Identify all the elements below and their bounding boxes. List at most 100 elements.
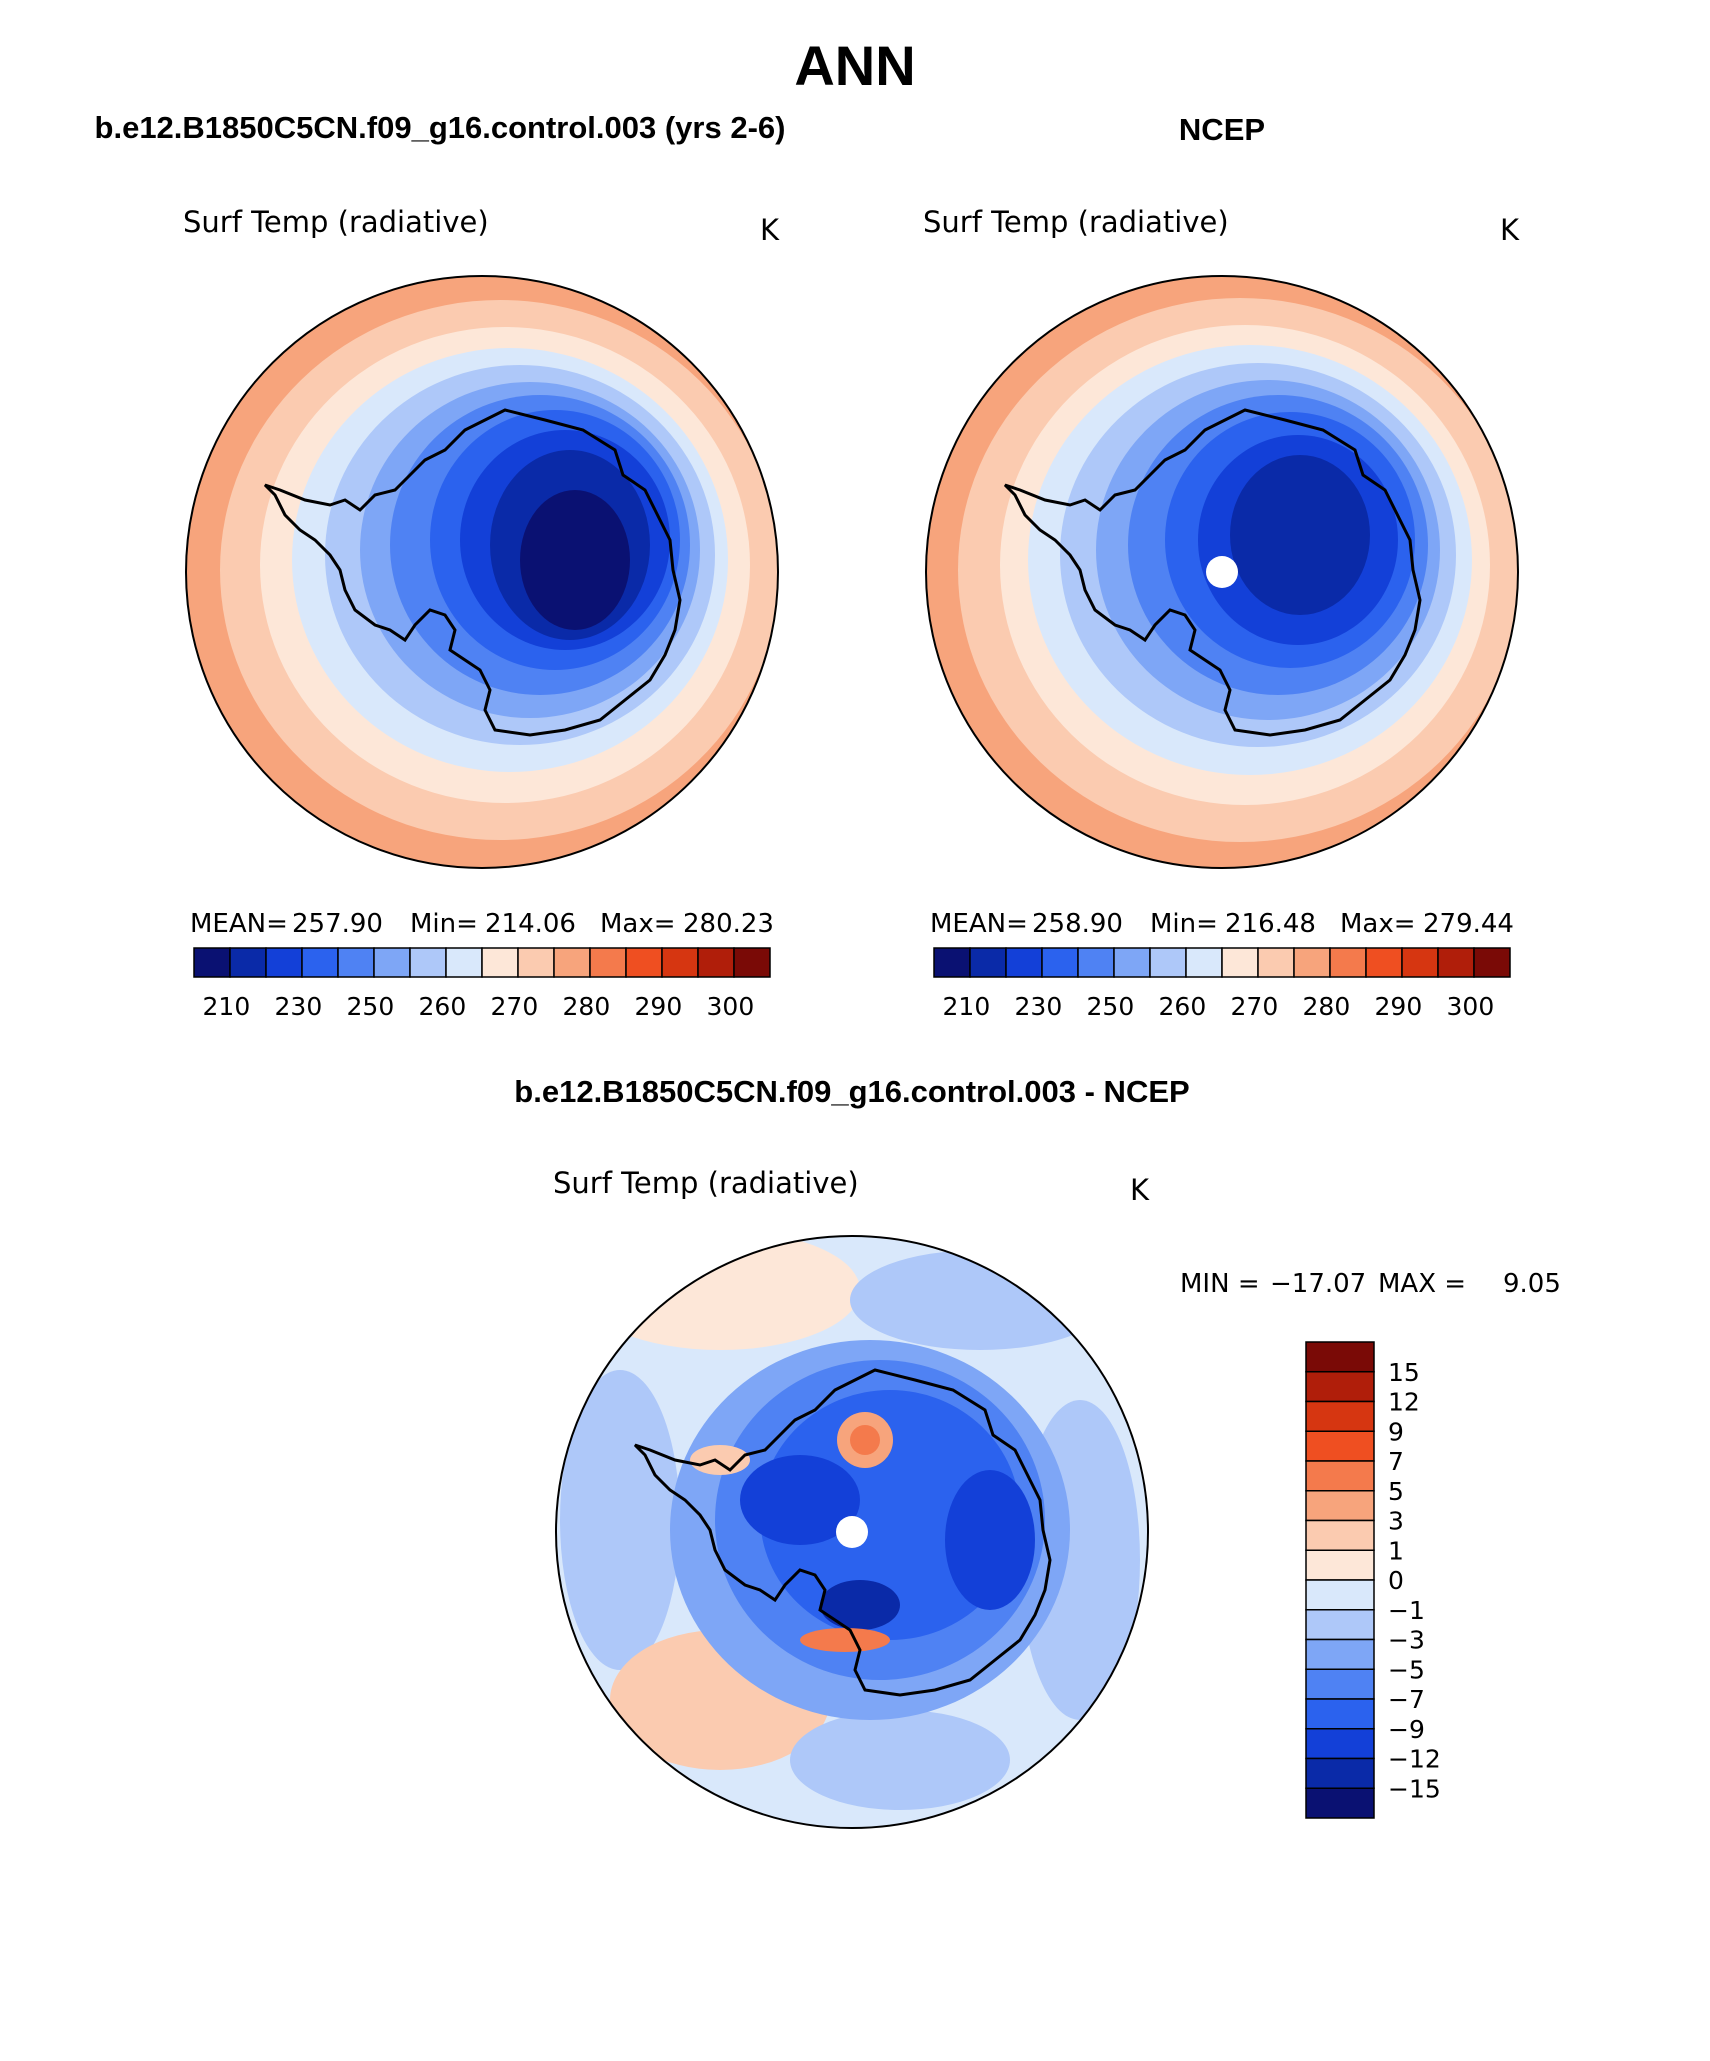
diff-map-boundary xyxy=(555,1235,1149,1829)
model-map-boundary xyxy=(185,275,779,869)
diff-colorbar-tick-label: 7 xyxy=(1388,1447,1404,1476)
model-colorbar-swatch xyxy=(337,947,375,978)
model-colorbar-swatch xyxy=(265,947,303,978)
obs-mean-label: MEAN= xyxy=(930,909,1028,939)
obs-colorbar-swatch xyxy=(1221,947,1259,978)
obs-pole-hole xyxy=(1206,556,1238,588)
obs-colorbar-swatch xyxy=(933,947,971,978)
diff-min-label: MIN = xyxy=(1180,1269,1260,1299)
diff-colorbar-tick-label: 3 xyxy=(1388,1507,1404,1536)
model-colorbar-swatch xyxy=(409,947,447,978)
obs-colorbar-swatch xyxy=(1293,947,1331,978)
diff-colorbar-tick-label: −9 xyxy=(1388,1715,1425,1744)
diff-colorbar-tick-label: 12 xyxy=(1388,1388,1420,1417)
model-colorbar-swatch xyxy=(445,947,483,978)
diff-colorbar-swatch xyxy=(1305,1668,1375,1700)
obs-colorbar xyxy=(933,947,1511,978)
diff-colorbar-swatch xyxy=(1305,1638,1375,1670)
model-colorbar-swatch xyxy=(661,947,699,978)
model-units-label: K xyxy=(760,213,780,247)
model-colorbar-swatch xyxy=(301,947,339,978)
obs-map-boundary xyxy=(925,275,1519,869)
obs-mean-value: 258.90 xyxy=(1032,909,1123,939)
diff-colorbar-swatch xyxy=(1305,1519,1375,1551)
obs-colorbar-swatch xyxy=(1113,947,1151,978)
model-colorbar-swatch xyxy=(625,947,663,978)
model-colorbar-swatch xyxy=(553,947,591,978)
model-colorbar-tick-label: 300 xyxy=(707,992,755,1021)
diff-max-label: MAX = xyxy=(1378,1269,1466,1299)
model-min-value: 214.06 xyxy=(485,909,576,939)
page-title: ANN xyxy=(794,34,915,97)
model-map: Surf Temp (radiative) K MEAN= 257.90 Min… xyxy=(183,205,780,1021)
diff-colorbar-tick-label: 0 xyxy=(1388,1566,1404,1595)
diff-variable-label: Surf Temp (radiative) xyxy=(553,1166,859,1200)
obs-colorbar-swatch xyxy=(1365,947,1403,978)
model-panel-header: b.e12.B1850C5CN.f09_g16.control.003 (yrs… xyxy=(95,110,786,145)
obs-colorbar-tick-label: 230 xyxy=(1015,992,1063,1021)
diff-colorbar-swatch xyxy=(1305,1430,1375,1462)
diff-colorbar-swatch xyxy=(1305,1490,1375,1522)
diff-colorbar-tick-label: −7 xyxy=(1388,1685,1425,1714)
diff-colorbar-swatch xyxy=(1305,1549,1375,1581)
diff-min-value: −17.07 xyxy=(1270,1269,1366,1299)
model-colorbar-swatch xyxy=(481,947,519,978)
obs-max-label: Max= xyxy=(1340,909,1416,939)
model-min-label: Min= xyxy=(410,909,478,939)
model-variable-label: Surf Temp (radiative) xyxy=(183,205,489,239)
model-colorbar-swatch xyxy=(697,947,735,978)
obs-colorbar-swatch xyxy=(1149,947,1187,978)
obs-colorbar-swatch xyxy=(1257,947,1295,978)
model-colorbar xyxy=(193,947,771,978)
diff-max-value: 9.05 xyxy=(1503,1269,1561,1299)
model-max-label: Max= xyxy=(600,909,676,939)
diff-pole-hole xyxy=(836,1516,868,1548)
diff-colorbar-tick-label: 15 xyxy=(1388,1358,1420,1387)
obs-colorbar-swatch xyxy=(1473,947,1511,978)
obs-colorbar-tick-label: 270 xyxy=(1231,992,1279,1021)
obs-colorbar-tick-label: 260 xyxy=(1159,992,1207,1021)
obs-colorbar-tick-label: 250 xyxy=(1087,992,1135,1021)
model-mean-value: 257.90 xyxy=(292,909,383,939)
diff-colorbar-tick-label: −5 xyxy=(1388,1655,1425,1684)
diff-colorbar-tick-label: −3 xyxy=(1388,1626,1425,1655)
diff-panel-header: b.e12.B1850C5CN.f09_g16.control.003 - NC… xyxy=(514,1074,1189,1109)
model-mean-label: MEAN= xyxy=(190,909,288,939)
diff-colorbar-swatch xyxy=(1305,1400,1375,1432)
diff-colorbar-tick-label: −12 xyxy=(1388,1745,1441,1774)
obs-colorbar-swatch xyxy=(1005,947,1043,978)
model-colorbar-swatch xyxy=(589,947,627,978)
obs-units-label: K xyxy=(1500,213,1520,247)
diff-colorbar-tick-label: 1 xyxy=(1388,1536,1404,1565)
diff-colorbar-tick-label: −15 xyxy=(1388,1774,1441,1803)
obs-colorbar-swatch xyxy=(1077,947,1115,978)
model-colorbar-swatch xyxy=(733,947,771,978)
obs-colorbar-tick-label: 290 xyxy=(1375,992,1423,1021)
diff-colorbar-swatch xyxy=(1305,1609,1375,1641)
model-colorbar-tick-label: 280 xyxy=(563,992,611,1021)
diff-colorbar-swatch xyxy=(1305,1698,1375,1730)
model-colorbar-swatch xyxy=(229,947,267,978)
diff-units-label: K xyxy=(1130,1173,1150,1207)
obs-panel-header: NCEP xyxy=(1179,112,1265,147)
model-max-value: 280.23 xyxy=(683,909,774,939)
obs-colorbar-swatch xyxy=(1185,947,1223,978)
obs-colorbar-swatch xyxy=(1041,947,1079,978)
obs-colorbar-swatch xyxy=(1329,947,1367,978)
diff-colorbar xyxy=(1305,1341,1375,1819)
diff-colorbar-tick-label: −1 xyxy=(1388,1596,1425,1625)
model-colorbar-swatch xyxy=(193,947,231,978)
model-colorbar-tick-label: 210 xyxy=(203,992,251,1021)
model-colorbar-tick-label: 270 xyxy=(491,992,539,1021)
model-colorbar-tick-label: 250 xyxy=(347,992,395,1021)
obs-map: Surf Temp (radiative) K MEAN= 258.90 Min… xyxy=(923,205,1520,1021)
obs-max-value: 279.44 xyxy=(1423,909,1514,939)
model-colorbar-tick-label: 230 xyxy=(275,992,323,1021)
obs-colorbar-swatch xyxy=(1401,947,1439,978)
obs-variable-label: Surf Temp (radiative) xyxy=(923,205,1229,239)
obs-min-value: 216.48 xyxy=(1225,909,1316,939)
model-colorbar-swatch xyxy=(373,947,411,978)
model-colorbar-tick-label: 260 xyxy=(419,992,467,1021)
obs-colorbar-swatch xyxy=(1437,947,1475,978)
